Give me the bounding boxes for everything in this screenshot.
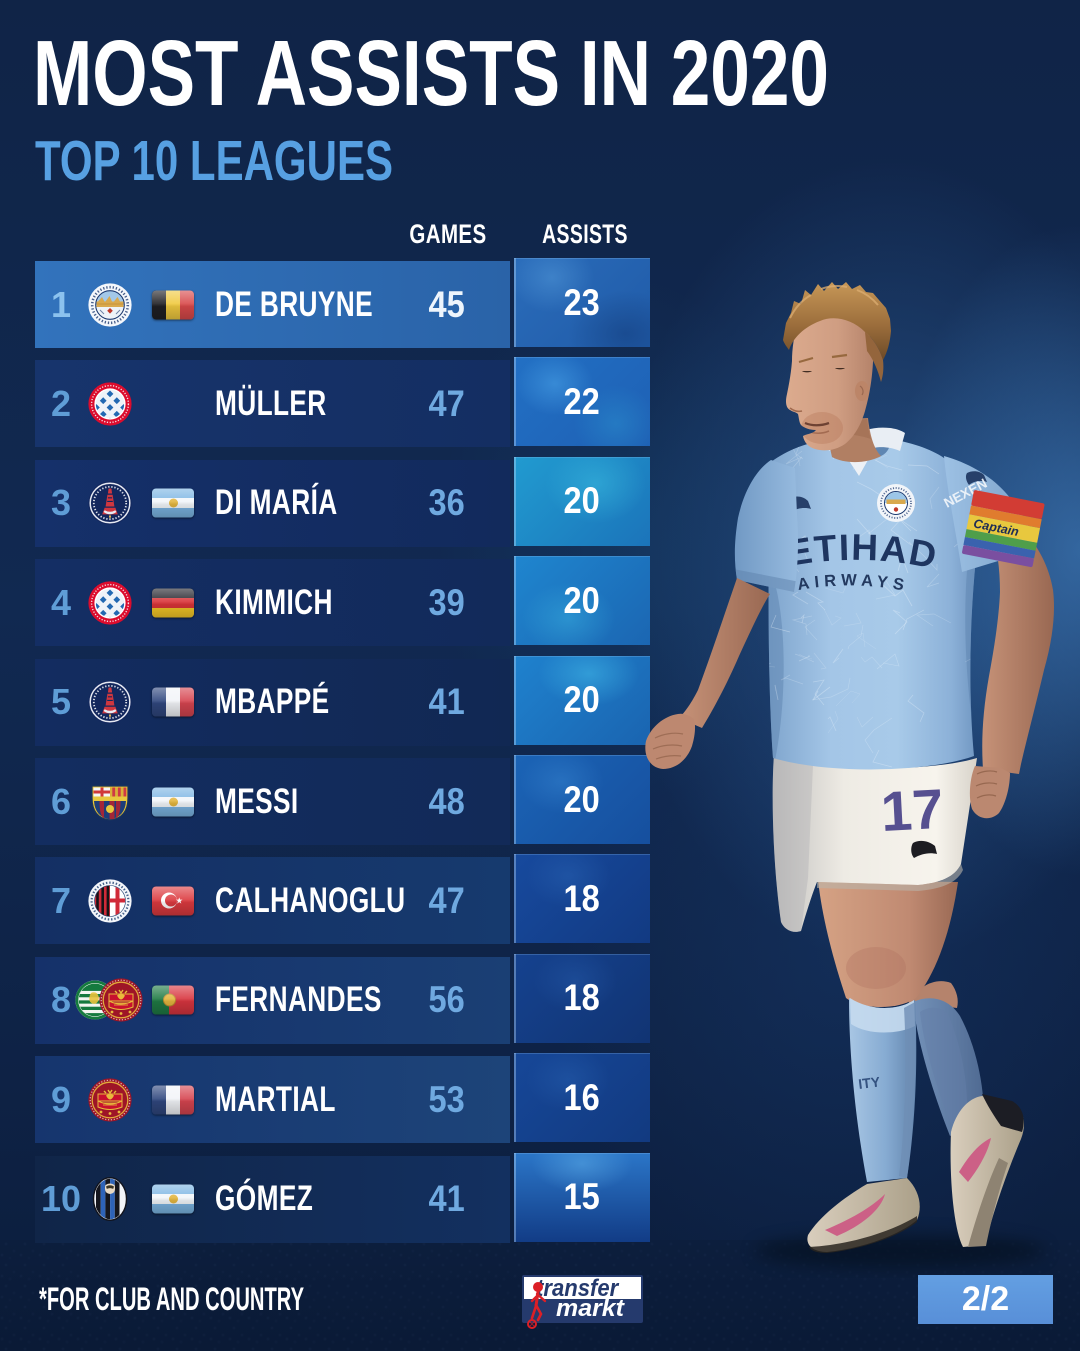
svg-text:ITY: ITY: [857, 1073, 881, 1092]
svg-text:AIRWAYS: AIRWAYS: [796, 571, 910, 595]
svg-text:17: 17: [879, 777, 945, 843]
